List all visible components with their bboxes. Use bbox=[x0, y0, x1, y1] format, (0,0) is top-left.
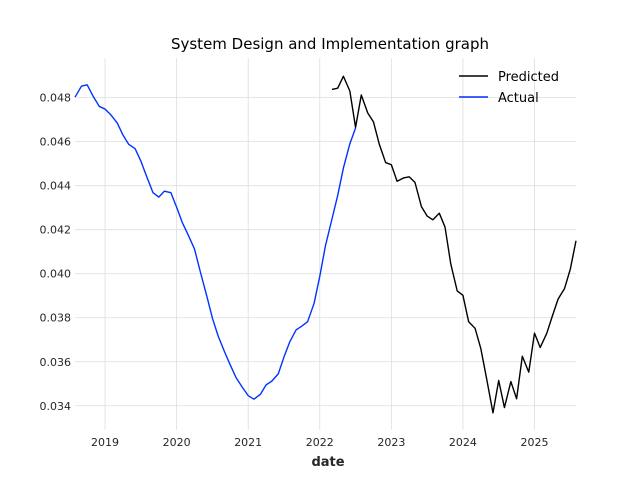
series-layer bbox=[74, 75, 577, 414]
x-tick-label: 2025 bbox=[520, 436, 548, 449]
x-tick-label: 2022 bbox=[306, 436, 334, 449]
y-tick-label: 0.040 bbox=[40, 268, 72, 281]
y-tick-label: 0.048 bbox=[40, 92, 72, 105]
legend-label-predicted: Predicted bbox=[498, 70, 559, 85]
x-tick-label: 2021 bbox=[234, 436, 262, 449]
chart-title: System Design and Implementation graph bbox=[171, 35, 489, 53]
x-axis-label: date bbox=[311, 455, 344, 470]
x-tick-label: 2019 bbox=[91, 436, 119, 449]
legend: Predicted Actual bbox=[459, 70, 559, 106]
series-line-actual bbox=[74, 84, 357, 400]
y-tick-label: 0.034 bbox=[40, 400, 72, 413]
x-tick-label: 2020 bbox=[163, 436, 191, 449]
y-tick-label: 0.038 bbox=[40, 312, 72, 325]
x-axis: 2019 2020 2021 2022 2023 2024 2025 bbox=[91, 436, 548, 449]
legend-label-actual: Actual bbox=[498, 91, 539, 106]
y-tick-label: 0.044 bbox=[40, 180, 72, 193]
grid bbox=[75, 58, 576, 430]
y-tick-label: 0.042 bbox=[40, 224, 72, 237]
y-tick-label: 0.046 bbox=[40, 136, 72, 149]
y-axis: 0.034 0.036 0.038 0.040 0.042 0.044 0.046 0.048 bbox=[40, 92, 72, 413]
x-tick-label: 2023 bbox=[377, 436, 405, 449]
x-tick-label: 2024 bbox=[449, 436, 477, 449]
series-line-predicted bbox=[331, 75, 577, 414]
y-tick-label: 0.036 bbox=[40, 356, 72, 369]
